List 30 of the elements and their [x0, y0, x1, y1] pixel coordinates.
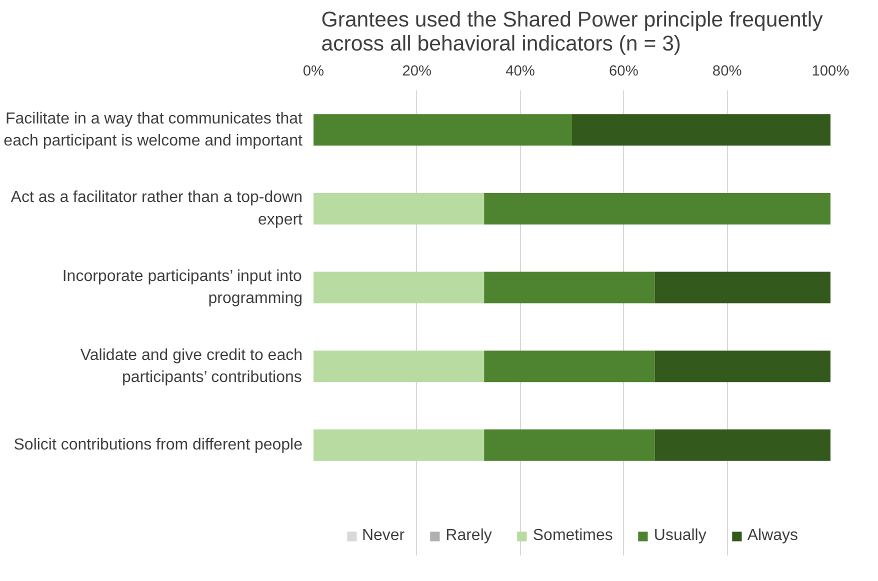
chart-title: Grantees used the Shared Power principle frequently across all behavioral indicators (n = 3) [321, 8, 824, 56]
bar [484, 272, 655, 304]
legend-label: Usually [654, 527, 706, 545]
x-tick-label: 40% [506, 64, 535, 80]
bar [484, 350, 655, 382]
bar [654, 429, 830, 461]
y-tick-label: Facilitate in a way that communicates that each participant is welcome and important [4, 110, 304, 150]
bar [314, 114, 572, 146]
bar [572, 114, 830, 146]
bar [314, 272, 484, 304]
y-tick-label: Solicit contributions from different people [14, 436, 303, 454]
legend-label: Sometimes [532, 527, 613, 545]
bar [484, 192, 830, 224]
x-tick-label: 0% [302, 64, 324, 80]
bar [314, 192, 484, 224]
bar [314, 429, 484, 461]
bar [654, 272, 830, 304]
legend-label: Always [747, 527, 798, 545]
legend-label: Rarely [446, 527, 492, 545]
y-tick-label: Act as a facilitator rather than a top-down expert [10, 189, 304, 228]
bar [484, 429, 655, 461]
x-tick-label: 60% [609, 64, 638, 80]
x-tick-label: 100% [812, 64, 850, 80]
y-tick-label: Validate and give credit to each participants’ contributions [80, 346, 303, 386]
bar [314, 350, 484, 382]
x-tick-label: 80% [712, 64, 742, 80]
legend-label: Never [362, 527, 405, 545]
bar [654, 350, 830, 382]
x-tick-label: 20% [402, 64, 432, 80]
y-tick-label: Incorporate participants’ input into programming [62, 268, 303, 308]
